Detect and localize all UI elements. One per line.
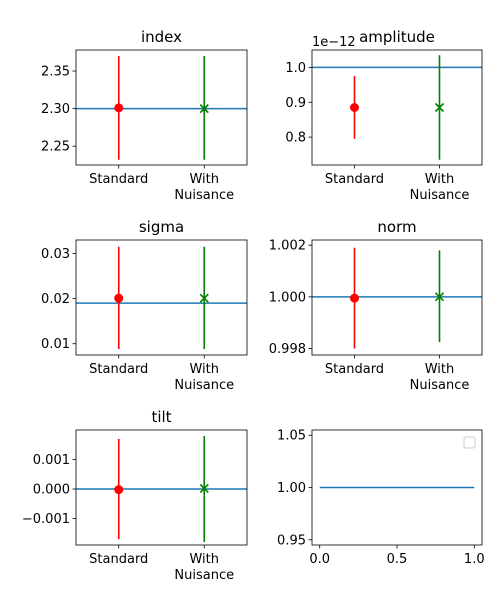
y-tick-label: 1.002 [269,239,306,254]
subplot-title: tilt [151,408,171,426]
subplot-empty: 0.95 1.00 1.05 0.0 0.5 1.0 [277,429,485,567]
x-tick-label: Standard [325,362,384,377]
subplot-tilt: −0.001 0.000 0.001 Standard With Nuisance tilt [22,408,248,583]
y-tick-label: 2.35 [41,65,70,80]
y-tick-label: 0.95 [277,533,306,548]
axes-frame [311,49,483,166]
marker-point [114,103,124,113]
y-tick-label: 1.05 [277,429,306,444]
x-tick-label: Standard [325,172,384,187]
marker-point [199,104,209,114]
x-tick-label-line: Standard [89,172,148,187]
subplot-title: index [141,28,182,46]
x-tick-label: Standard [89,552,148,567]
y-tick-label: 2.25 [41,140,70,155]
y-tick-label: 0.03 [41,247,70,262]
x-tick-label: With Nuisance [174,552,234,583]
plot-area [312,247,482,349]
y-tick-label: 1.00 [277,481,306,496]
marker-point [434,102,445,113]
y-tick-label: 0.000 [33,482,70,497]
marker-point [114,485,124,495]
x-tick-label-line: Nuisance [174,568,234,583]
x-tick-label-line: Standard [89,552,148,567]
x-tick-label-line: Nuisance [174,378,234,393]
x-tick-label-line: With [425,172,455,187]
x-tick-label: 0.5 [387,552,408,567]
y-tick-label: 0.9 [285,96,306,111]
x-tick-label-line: With [189,552,219,567]
y-tick-label: 2.30 [41,102,70,117]
axes-frame [311,429,483,546]
x-tick-label-line: Nuisance [410,378,470,393]
marker-point [350,103,359,112]
subplot-index: 2.25 2.30 2.35 Standard With Nuisance index [41,28,248,203]
subplot-sigma: 0.01 0.02 0.03 Standard With Nuisance sigma [41,218,248,393]
marker-point [434,292,445,302]
x-tick-label-line: Standard [89,362,148,377]
x-tick-label-line: With [189,362,219,377]
axes-frame [75,239,248,356]
x-tick-label: Standard [89,362,148,377]
y-tick-label: 0.01 [41,337,70,352]
subplot-title: sigma [139,218,184,236]
legend-box [463,436,476,449]
x-tick-label-line: With [189,172,219,187]
y-tick-label: 0.001 [33,453,70,468]
marker-point [199,293,209,303]
x-tick-label-line: With [425,362,455,377]
marker-point [199,483,209,493]
offset-text: 1e−12 [312,35,356,50]
marker-point [350,293,359,303]
subplot-amplitude: 0.8 0.9 1.0 Standard With Nuisance amplitude1e… [285,28,483,203]
x-tick-label: With Nuisance [410,362,470,393]
x-tick-label: 1.0 [464,552,485,567]
axes-frame [75,49,248,166]
x-tick-label: 0.0 [309,552,330,567]
plot-area [76,246,247,350]
y-tick-label: 0.8 [285,131,306,146]
subplot-norm: 0.998 1.000 1.002 Standard With Nuisance norm [269,218,483,393]
x-tick-label: With Nuisance [410,172,470,203]
plot-area [312,55,482,160]
y-tick-label: 1.0 [285,61,306,76]
axes-frame [75,429,248,546]
subplot-title: norm [377,218,416,236]
y-tick-label: 0.998 [269,342,306,357]
x-tick-label: Standard [89,172,148,187]
x-tick-label: With Nuisance [174,172,234,203]
x-tick-label: With Nuisance [174,362,234,393]
y-tick-label: −0.001 [22,512,70,527]
plot-area [76,435,247,543]
y-tick-label: 1.000 [269,290,306,305]
x-tick-label-line: Standard [325,172,384,187]
marker-point [114,293,124,303]
axes-frame [311,239,483,356]
x-tick-label-line: Standard [325,362,384,377]
x-tick-label-line: Nuisance [174,188,234,203]
x-tick-label-line: Nuisance [410,188,470,203]
y-tick-label: 0.02 [41,292,70,307]
subplot-title: amplitude [359,28,435,46]
plot-area [76,56,247,160]
